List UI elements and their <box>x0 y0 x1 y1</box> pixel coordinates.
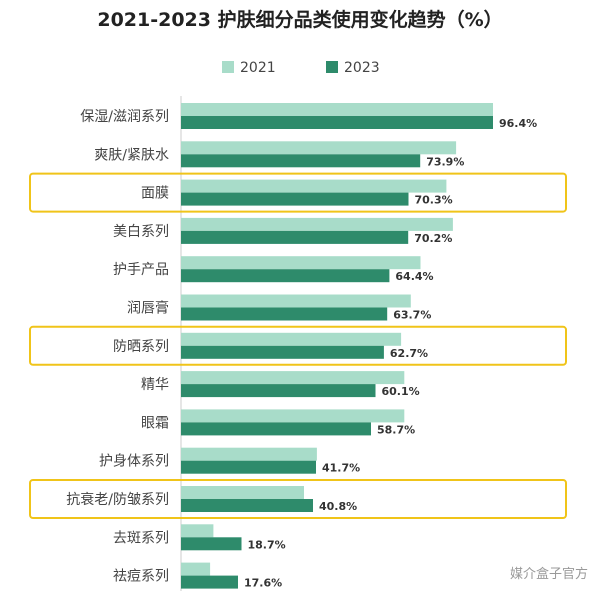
bar-2021-面膜 <box>181 179 447 193</box>
bar-2021-去斑系列 <box>181 524 214 538</box>
highlight-boxes <box>29 172 567 519</box>
legend-swatch-2023 <box>326 61 338 73</box>
category-label: 爽肤/紧肤水 <box>94 147 169 163</box>
data-label-2023: 96.4% <box>499 117 537 130</box>
data-label-2023: 70.3% <box>415 194 453 207</box>
bar-2023-祛痘系列 <box>181 575 238 589</box>
bar-2021-护身体系列 <box>181 447 317 461</box>
data-label-2023: 58.7% <box>377 423 415 436</box>
legend-label-2023: 2023 <box>344 60 380 76</box>
data-label-2023: 17.6% <box>244 577 282 590</box>
data-label-2023: 63.7% <box>393 309 431 322</box>
category-label: 润唇膏 <box>127 300 169 317</box>
bar-2023-美白系列 <box>181 230 409 244</box>
chart-title: 2021-2023 护肤细分品类使用变化趋势（%） <box>97 8 502 31</box>
bar-2021-保湿-滋润系列 <box>181 103 493 116</box>
legend: 2021 2023 <box>222 60 380 76</box>
bar-2021-润唇膏 <box>181 294 411 308</box>
bar-2021-爽肤-紧肤水 <box>181 141 457 155</box>
bar-2023-保湿-滋润系列 <box>181 116 493 129</box>
bar-2021-防晒系列 <box>181 332 402 346</box>
data-label-2023: 64.4% <box>395 270 433 283</box>
bar-2023-去斑系列 <box>181 537 242 551</box>
category-label: 美白系列 <box>113 224 169 240</box>
category-label: 眼霜 <box>141 415 169 431</box>
bar-2023-面膜 <box>181 192 409 206</box>
bar-2023-润唇膏 <box>181 307 388 321</box>
bar-2021-美白系列 <box>181 217 453 231</box>
category-label: 护手产品 <box>113 262 169 278</box>
category-labels: 保湿/滋润系列爽肤/紧肤水面膜美白系列护手产品润唇膏防晒系列精华眼霜护身体系列抗… <box>66 109 169 585</box>
data-label-2023: 62.7% <box>390 347 428 360</box>
data-label-2023: 40.8% <box>319 500 357 513</box>
category-label: 抗衰老/防皱系列 <box>66 491 169 508</box>
category-label: 防晒系列 <box>113 339 169 355</box>
bar-2021-祛痘系列 <box>181 562 211 576</box>
data-label-2023: 18.7% <box>248 538 286 551</box>
bar-2021-护手产品 <box>181 256 421 270</box>
data-label-2023: 60.1% <box>382 385 420 398</box>
data-label-2023: 73.9% <box>426 155 464 168</box>
legend-label-2021: 2021 <box>240 60 276 76</box>
bar-2023-护手产品 <box>181 269 390 283</box>
data-label-2023: 41.7% <box>322 462 360 475</box>
highlight-box-面膜 <box>29 172 567 213</box>
highlight-box-防晒系列 <box>29 325 567 366</box>
bar-2021-抗衰老-防皱系列 <box>181 486 304 499</box>
category-label: 护身体系列 <box>99 454 169 470</box>
category-label: 去斑系列 <box>113 530 169 546</box>
bar-2023-眼霜 <box>181 422 371 436</box>
category-label: 保湿/滋润系列 <box>80 109 169 125</box>
data-labels: 96.4% 73.9% 70.3% 70.2% 64.4% 63.7% 62.7% 60.1%… <box>244 117 537 590</box>
data-label-2023: 70.2% <box>414 232 452 245</box>
category-label: 祛痘系列 <box>113 569 169 585</box>
category-label: 精华 <box>141 377 169 393</box>
bar-2023-防晒系列 <box>181 345 384 359</box>
legend-swatch-2021 <box>222 61 234 73</box>
bar-2021-眼霜 <box>181 409 405 423</box>
bar-2023-爽肤-紧肤水 <box>181 154 421 168</box>
bars <box>181 103 493 589</box>
bar-2021-精华 <box>181 371 405 385</box>
watermark: 媒介盒子官方 <box>510 566 588 582</box>
bar-2023-抗衰老-防皱系列 <box>181 499 313 512</box>
bar-2023-护身体系列 <box>181 460 316 474</box>
category-label: 面膜 <box>141 186 169 202</box>
bar-2023-精华 <box>181 384 376 398</box>
highlight-box-抗衰老-防皱系列 <box>29 479 567 519</box>
